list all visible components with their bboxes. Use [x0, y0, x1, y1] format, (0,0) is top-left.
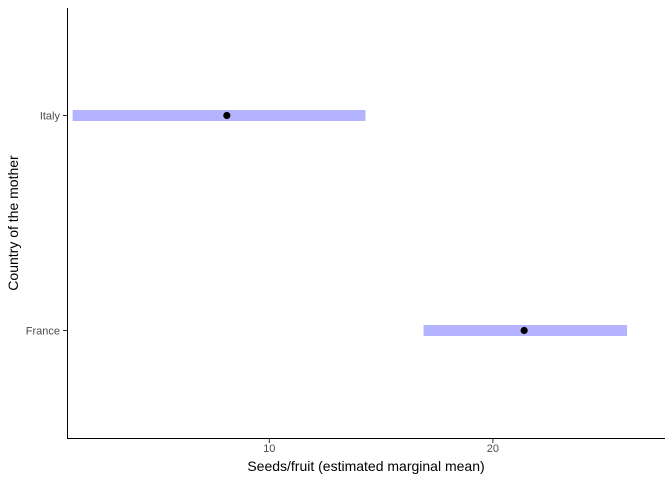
x-axis-title: Seeds/fruit (estimated marginal mean): [247, 458, 484, 474]
y-axis-title: Country of the mother: [5, 155, 21, 291]
x-tick-label-20: 20: [487, 443, 499, 455]
y-tick-label-france: France: [26, 326, 60, 338]
chart-marks: [72, 110, 627, 336]
confidence-interval-italy: [72, 110, 366, 121]
x-tick-label-10: 10: [263, 443, 275, 455]
estimate-point-italy: [223, 111, 231, 120]
y-tick-label-italy: Italy: [40, 111, 61, 123]
chart-axes: France Italy 10 20: [26, 111, 499, 456]
estimate-point-france: [520, 326, 528, 335]
